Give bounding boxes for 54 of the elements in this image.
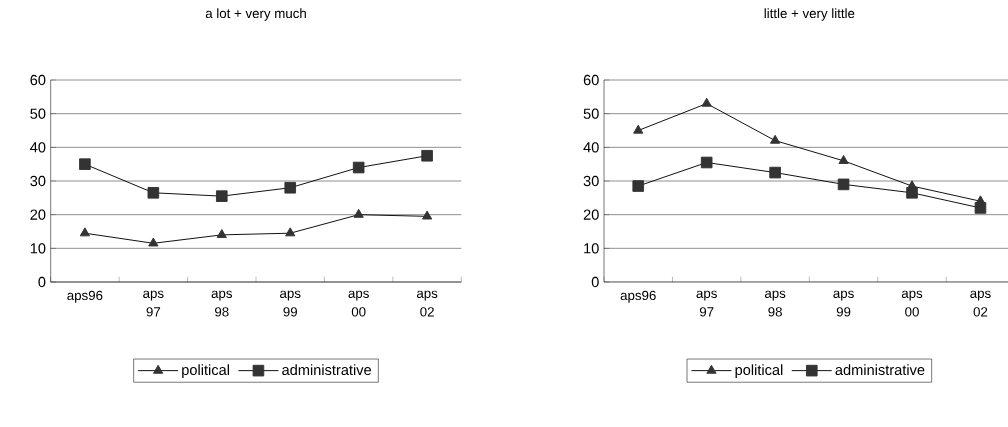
y-tick-label: 30 (30, 175, 46, 187)
point (352, 161, 365, 174)
x-tick-label: aps 97 (696, 290, 717, 317)
y-tick-label: 60 (583, 74, 599, 86)
x-tick-label: aps96 (620, 290, 656, 303)
x-tick-label: aps 98 (764, 290, 786, 317)
legend-label: administrative (282, 364, 372, 376)
point (147, 186, 160, 199)
y-tick-label: 40 (583, 142, 599, 153)
x-tick-label: aps 02 (970, 290, 991, 317)
chart-title: a lot + very much (205, 8, 306, 21)
y-tick-label: 40 (30, 142, 46, 153)
x-tick-label: aps 99 (280, 290, 301, 317)
x-tick-label: aps 00 (901, 290, 923, 317)
point (353, 208, 364, 218)
point (838, 155, 849, 164)
point (770, 134, 781, 144)
point (700, 156, 713, 169)
x-tick-label: aps 02 (416, 290, 438, 317)
y-tick-label: 10 (584, 243, 599, 254)
point (633, 124, 644, 134)
y-tick-label: 0 (591, 276, 599, 288)
x-tick-label: aps 98 (211, 290, 233, 317)
point (906, 186, 918, 199)
point (148, 237, 159, 247)
point (769, 166, 781, 179)
y-tick-label: 50 (30, 108, 46, 119)
legend-label: administrative (835, 364, 925, 376)
x-tick-label: aps 99 (833, 290, 854, 317)
legend-label: political (182, 364, 229, 378)
point (79, 158, 91, 170)
point (215, 190, 228, 202)
y-tick-label: 0 (38, 276, 46, 288)
point (421, 149, 433, 162)
point (701, 97, 712, 107)
x-tick-label: aps96 (67, 290, 103, 303)
y-tick-label: 10 (30, 243, 46, 254)
y-tick-label: 20 (583, 209, 599, 220)
y-tick-label: 50 (583, 108, 599, 119)
x-tick-label: aps 00 (348, 290, 369, 317)
point (285, 227, 296, 237)
legend-label: political (735, 364, 783, 378)
point (422, 210, 433, 220)
point (79, 227, 90, 237)
chart-title: little + very little (764, 8, 855, 21)
point (216, 229, 227, 239)
y-tick-label: 20 (30, 209, 46, 220)
y-tick-label: 60 (30, 74, 46, 86)
y-tick-label: 30 (583, 175, 599, 187)
point (837, 178, 850, 191)
point (632, 180, 645, 192)
point (974, 202, 987, 214)
point (284, 181, 297, 194)
x-tick-label: aps 97 (143, 290, 164, 317)
